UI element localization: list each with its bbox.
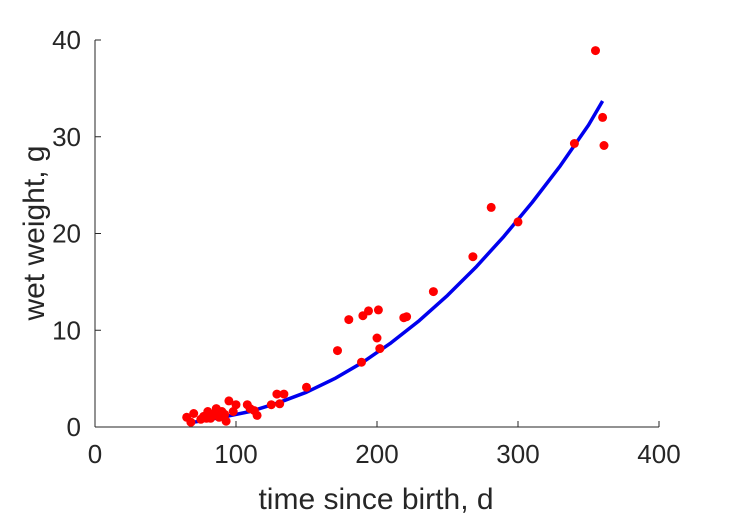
data-points-layer — [182, 46, 609, 427]
data-point — [221, 416, 231, 426]
data-point — [333, 346, 342, 356]
x-tick-label: 100 — [214, 439, 257, 469]
axes: 0 100 200 300 400 0 10 20 30 40 — [52, 25, 681, 469]
fit-curve-layer — [193, 100, 605, 424]
data-point — [189, 409, 199, 418]
data-point — [364, 306, 373, 316]
data-point — [357, 357, 366, 367]
data-point — [252, 410, 262, 420]
data-point — [599, 141, 609, 150]
y-axis-label: wet weight, g — [18, 145, 51, 321]
data-point — [569, 139, 579, 148]
data-point — [344, 315, 354, 325]
data-point — [402, 312, 412, 322]
x-tick-label: 200 — [355, 439, 398, 469]
data-point — [428, 287, 438, 297]
x-tick-label: 300 — [496, 439, 539, 469]
y-tick-label: 30 — [52, 122, 81, 152]
data-point — [186, 417, 196, 427]
data-point — [373, 305, 383, 315]
x-axis-label: time since birth, d — [258, 483, 493, 516]
data-point — [513, 217, 523, 227]
data-point — [231, 400, 241, 410]
data-point — [220, 409, 230, 419]
x-tick-label: 400 — [637, 439, 680, 469]
data-point — [302, 382, 311, 392]
data-point — [224, 396, 234, 406]
y-tick-label: 40 — [52, 25, 81, 55]
y-tick-label: 10 — [52, 315, 81, 345]
x-tick-label: 0 — [88, 439, 102, 469]
data-point — [279, 389, 289, 399]
data-point — [598, 112, 608, 122]
data-point — [468, 252, 478, 262]
data-point — [486, 202, 496, 212]
data-point — [372, 333, 382, 343]
data-point — [228, 407, 238, 416]
fit-curve — [193, 100, 605, 424]
data-point — [375, 344, 385, 354]
data-point — [272, 389, 282, 399]
data-point — [591, 46, 600, 56]
data-point — [266, 400, 276, 410]
y-tick-label: 20 — [52, 219, 81, 249]
y-tick-label: 0 — [67, 412, 81, 442]
data-point — [275, 399, 285, 409]
